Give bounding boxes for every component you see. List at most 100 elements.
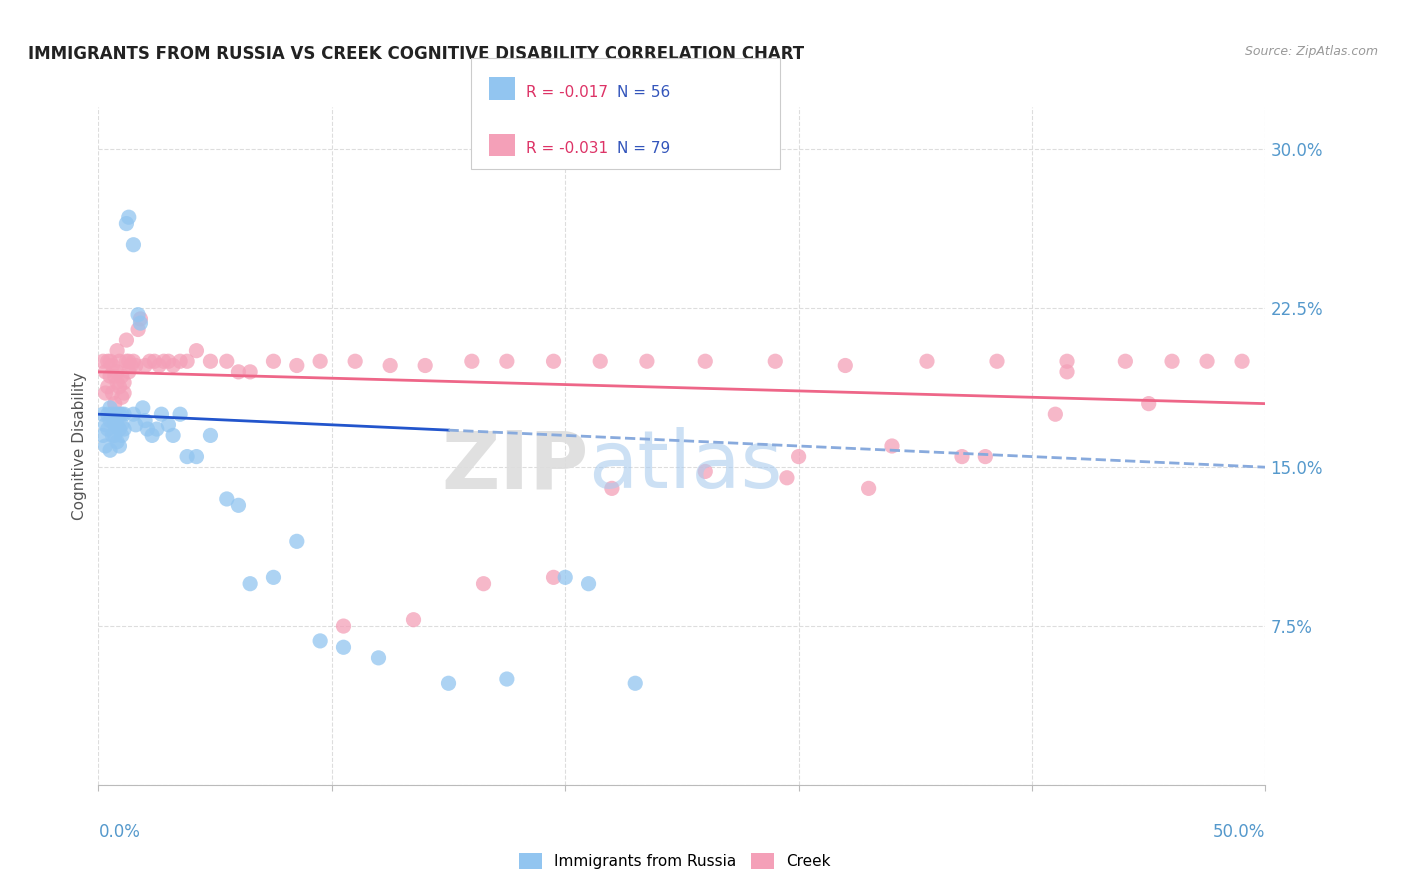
Point	[94, 365, 117, 379]
Text: ZIP: ZIP	[441, 427, 589, 506]
Point	[1230, 354, 1253, 368]
Point	[136, 422, 159, 436]
Point	[91, 407, 114, 421]
Point	[112, 422, 135, 436]
Text: R = -0.017: R = -0.017	[526, 85, 607, 100]
Point	[94, 417, 117, 432]
Point	[228, 498, 250, 512]
Point	[91, 428, 114, 442]
Point	[186, 343, 208, 358]
Point	[134, 414, 156, 428]
Point	[148, 359, 170, 373]
Point	[97, 354, 120, 368]
Point	[98, 414, 121, 428]
Point	[118, 211, 141, 225]
Point	[239, 365, 262, 379]
Point	[127, 308, 149, 322]
Point	[309, 633, 332, 648]
Text: IMMIGRANTS FROM RUSSIA VS CREEK COGNITIVE DISABILITY CORRELATION CHART: IMMIGRANTS FROM RUSSIA VS CREEK COGNITIV…	[28, 45, 804, 62]
Point	[215, 491, 238, 506]
Point	[1161, 354, 1184, 368]
Point	[143, 354, 166, 368]
Point	[332, 619, 354, 633]
Y-axis label: Cognitive Disability: Cognitive Disability	[72, 372, 87, 520]
Point	[776, 471, 799, 485]
Point	[152, 354, 174, 368]
Point	[115, 217, 138, 231]
Point	[472, 576, 495, 591]
Point	[104, 428, 127, 442]
Point	[695, 354, 717, 368]
Point	[1045, 407, 1067, 421]
Point	[496, 354, 519, 368]
Point	[262, 570, 284, 584]
Point	[98, 354, 121, 368]
Point	[132, 401, 155, 415]
Point	[105, 407, 128, 421]
Point	[974, 450, 997, 464]
Point	[122, 237, 145, 252]
Point	[105, 376, 128, 390]
Point	[915, 354, 938, 368]
Point	[858, 482, 880, 496]
Point	[367, 651, 389, 665]
Point	[787, 450, 810, 464]
Point	[127, 322, 149, 336]
Point	[262, 354, 284, 368]
Point	[105, 343, 128, 358]
Point	[309, 354, 332, 368]
Point	[115, 333, 138, 347]
Point	[98, 401, 121, 415]
Point	[111, 417, 134, 432]
Point	[108, 422, 131, 436]
Point	[111, 390, 134, 404]
Point	[157, 417, 180, 432]
Point	[105, 365, 128, 379]
Point	[950, 450, 973, 464]
Point	[122, 407, 145, 421]
Point	[125, 359, 148, 373]
Text: N = 79: N = 79	[617, 141, 671, 156]
Point	[150, 407, 173, 421]
Point	[228, 365, 250, 379]
Point	[176, 354, 198, 368]
Point	[344, 354, 367, 368]
Point	[129, 316, 152, 330]
Point	[139, 354, 162, 368]
Point	[176, 450, 198, 464]
Point	[543, 570, 565, 584]
Point	[437, 676, 460, 690]
Point	[285, 534, 308, 549]
Point	[115, 354, 138, 368]
Point	[496, 672, 519, 686]
Point	[111, 369, 134, 384]
Point	[600, 482, 623, 496]
Point	[108, 439, 131, 453]
Point	[1114, 354, 1136, 368]
Point	[578, 576, 600, 591]
Point	[94, 439, 117, 453]
Point	[169, 407, 191, 421]
Point	[101, 407, 124, 421]
Point	[101, 386, 124, 401]
Point	[624, 676, 647, 690]
Point	[97, 422, 120, 436]
Point	[120, 359, 142, 373]
Point	[880, 439, 903, 453]
Point	[94, 386, 117, 401]
Point	[543, 354, 565, 368]
Text: Source: ZipAtlas.com: Source: ZipAtlas.com	[1244, 45, 1378, 58]
Point	[200, 354, 222, 368]
Point	[332, 640, 354, 655]
Point	[200, 428, 222, 442]
Point	[104, 369, 127, 384]
Point	[763, 354, 786, 368]
Point	[108, 407, 131, 421]
Point	[118, 354, 141, 368]
Point	[111, 428, 134, 442]
Point	[97, 380, 120, 394]
Point	[108, 354, 131, 368]
Point	[285, 359, 308, 373]
Point	[98, 369, 121, 384]
Point	[146, 422, 169, 436]
